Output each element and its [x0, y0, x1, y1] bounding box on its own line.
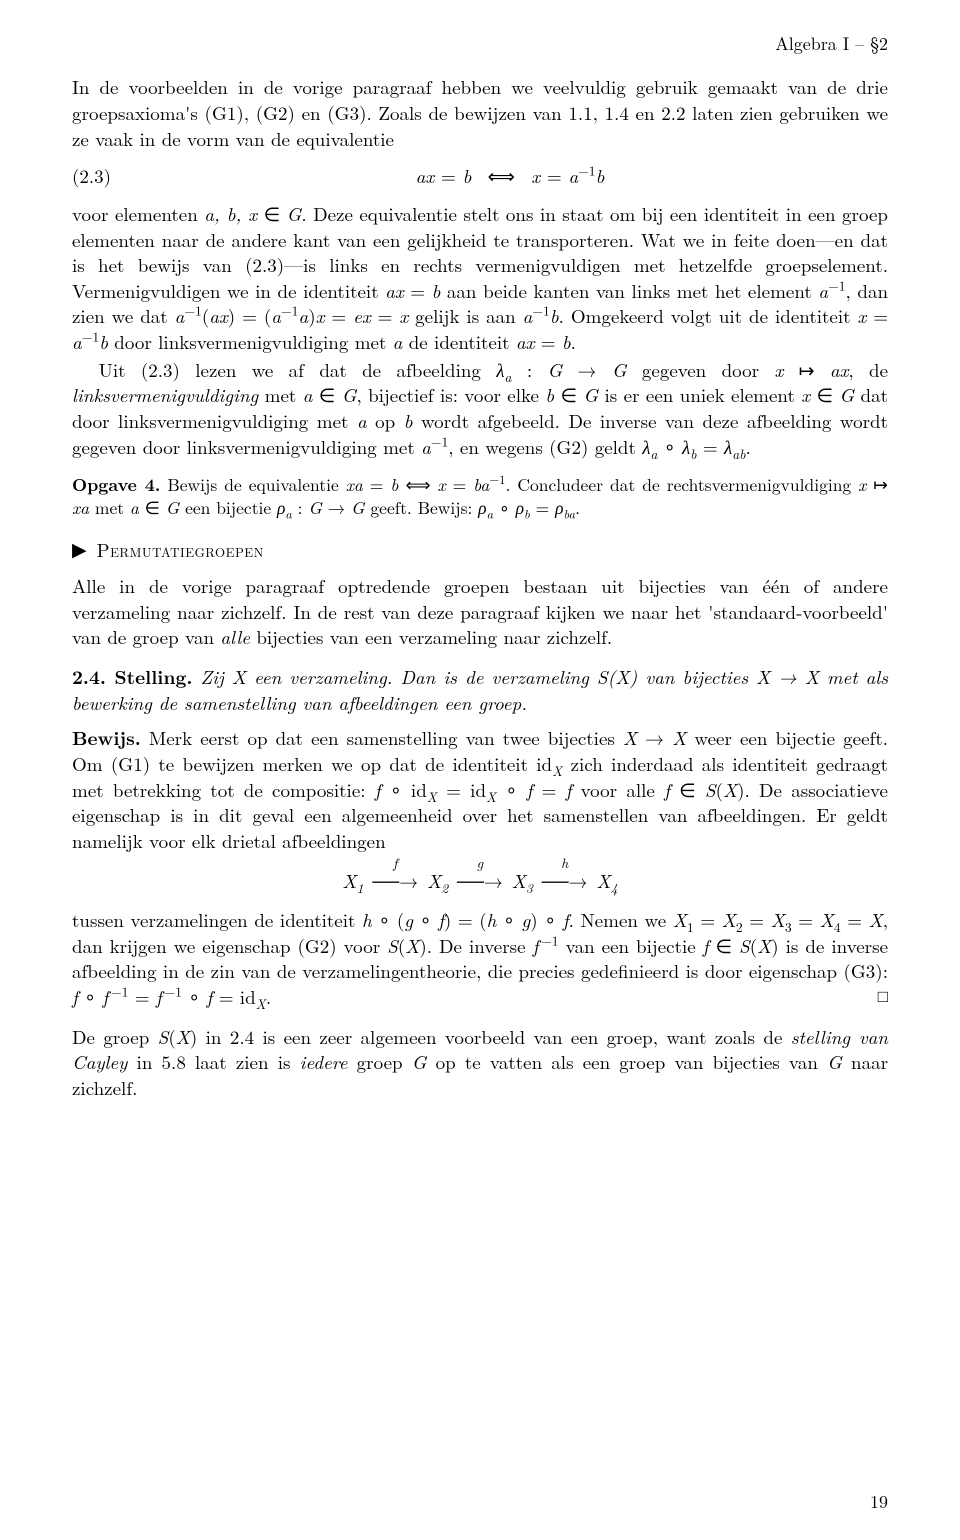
running-head: Algebra I – §2	[72, 32, 888, 56]
text: van een bijectie	[559, 932, 703, 959]
opgave-label: Opgave 4.	[72, 472, 160, 497]
text: gelijk is aan	[408, 302, 522, 329]
qed-icon: □	[878, 984, 888, 1007]
text: bijecties van een verzameling naar zichz…	[250, 623, 612, 650]
equation-2-3: (2.3) ax = b ⟺ x = a−1b	[72, 163, 888, 189]
text: van bijecties	[637, 663, 756, 690]
text: aan beide kanten van links met het eleme…	[440, 277, 818, 304]
paragraph-equivalence: voor elementen a, b, x ∈ G. Deze equival…	[72, 201, 888, 355]
page: Algebra I – §2 In de voorbeelden in de v…	[0, 0, 960, 1540]
section-marker-icon: ▶	[72, 536, 87, 562]
section-permutatiegroepen: ▶ Permutatiegroepen	[72, 537, 888, 563]
paragraph-after-diagram: tussen verzamelingen de identiteit h ∘ (…	[72, 907, 888, 1010]
text: . Concludeer dat de rechtsvermenigvuldig…	[505, 472, 858, 497]
text: Uit (2.3) lezen we af dat de afbeelding	[99, 356, 497, 383]
text: gegeven door	[627, 356, 775, 383]
text: geeft. Bewijs:	[365, 495, 479, 520]
text: Bewijs de equivalentie	[160, 472, 345, 497]
term-iedere: iedere	[300, 1048, 348, 1075]
text: is er een uniek element	[598, 381, 801, 408]
text: , bijectief is: voor elke	[356, 381, 545, 408]
term-linksvermenigvuldiging: linksvermenigvuldiging	[72, 381, 258, 408]
text: , en wegens (G2) geldt	[448, 433, 642, 460]
equation-body: ax = b ⟺ x = a−1b	[132, 163, 888, 189]
arrow-label-h: h	[542, 854, 588, 873]
text: de identiteit	[402, 328, 515, 355]
section-title: Permutatiegroepen	[97, 536, 264, 563]
paragraph-intro: In de voorbeelden in de vorige paragraaf…	[72, 74, 888, 151]
text: Merk eerst op dat een samenstelling van …	[141, 724, 623, 751]
text: op	[367, 407, 404, 434]
text: een verzameling. Dan is de verzameling	[246, 663, 597, 690]
text: tussen verzamelingen de identiteit	[72, 906, 362, 933]
page-number: 19	[870, 1490, 888, 1514]
paragraph-lambda: Uit (2.3) lezen we af dat de afbeelding …	[72, 357, 888, 460]
text: . Nemen we	[569, 906, 673, 933]
stelling-number: 2.4. Stelling.	[72, 662, 192, 690]
arrow-label-f: f	[372, 854, 418, 873]
text: .	[575, 495, 580, 520]
text: voor elementen	[72, 200, 204, 227]
opgave-4: Opgave 4. Bewijs de equivalentie xa = b …	[72, 473, 888, 519]
text: , de	[848, 356, 888, 383]
arrow-label-g: g	[457, 854, 503, 873]
text: Zij	[192, 663, 231, 690]
equation-number: (2.3)	[72, 163, 132, 189]
composition-diagram: X1 f──→ X2 g──→ X3 h──→ X4	[72, 868, 888, 894]
text: met	[89, 495, 130, 520]
text: met	[258, 381, 302, 408]
bewijs-paragraph: Bewijs. Merk eerst op dat een samenstell…	[72, 725, 888, 853]
text: op te vatten als een groep van bijecties…	[427, 1048, 828, 1075]
text: De groep	[72, 1023, 158, 1050]
paragraph-cayley: De groep S(X) in 2.4 is een zeer algemee…	[72, 1024, 888, 1101]
text: in 5.8 laat zien is	[127, 1048, 299, 1075]
text: door linksvermenigvuldiging met	[108, 328, 393, 355]
text: .	[745, 433, 750, 460]
paragraph-perm-intro: Alle in de vorige paragraaf optredende g…	[72, 573, 888, 650]
bewijs-label: Bewijs.	[72, 723, 141, 751]
term-alle: alle	[220, 623, 250, 650]
text: voor alle	[571, 776, 664, 803]
stelling-2-4: 2.4. Stelling. Zij X een verzameling. Da…	[72, 664, 888, 715]
text: . Omgekeerd volgt uit de identiteit	[559, 302, 858, 329]
text: .	[266, 983, 271, 1010]
text: een bijectie	[179, 495, 277, 520]
text: groep	[347, 1048, 411, 1075]
text: in 2.4 is een zeer algemeen voorbeeld va…	[197, 1023, 790, 1050]
text: . De inverse	[427, 932, 533, 959]
text: .	[571, 328, 576, 355]
